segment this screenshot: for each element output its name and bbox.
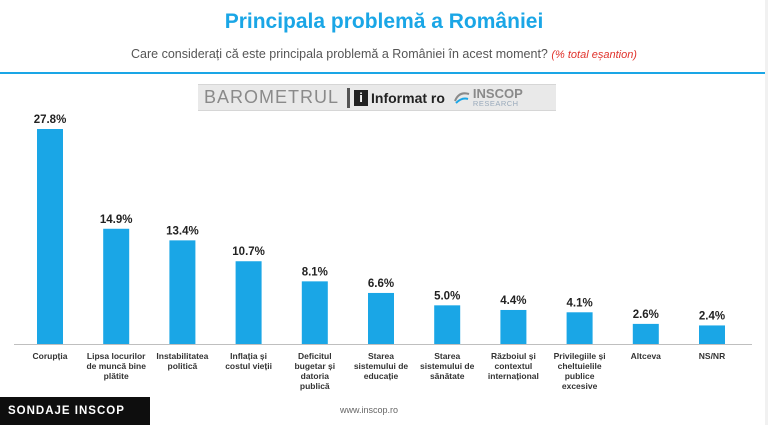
category-label-line: de muncă bine — [86, 361, 146, 371]
banner-separator — [347, 87, 351, 108]
category-label-line: politică — [168, 361, 198, 371]
category-label: Inflația și costul vieții — [225, 351, 272, 371]
bar — [566, 312, 593, 344]
header-divider — [0, 72, 768, 74]
inscop-swirl-icon — [453, 91, 470, 104]
category-label-line: Războiul și — [491, 351, 536, 361]
category-label: NS/NR — [699, 351, 725, 361]
category-label-line: plătite — [104, 371, 129, 381]
data-label: 13.4% — [166, 225, 199, 237]
data-label: 5.0% — [434, 290, 460, 302]
data-label: 6.6% — [368, 278, 394, 290]
category-label-line: Starea — [368, 351, 394, 361]
subtitle-note: (% total eșantion) — [551, 49, 637, 61]
data-label: 4.4% — [500, 295, 526, 307]
category-label: Corupția — [33, 351, 68, 361]
data-label: 8.1% — [302, 266, 328, 278]
bar — [37, 129, 63, 344]
data-label: 2.4% — [699, 310, 725, 322]
category-label-line: costul vieții — [225, 361, 272, 371]
data-label: 2.6% — [633, 309, 659, 321]
bar — [699, 325, 725, 344]
data-label: 4.1% — [566, 297, 592, 309]
category-label-line: Inflația și — [230, 351, 267, 361]
category-label: Deficitul bugetar și datoria publică — [294, 351, 335, 391]
category-label-line: Lipsa locurilor — [87, 351, 146, 361]
data-label: 10.7% — [232, 246, 265, 258]
bar — [169, 240, 196, 344]
category-label: Privilegiile și cheltuielile publice excesi… — [554, 351, 606, 391]
category-label-line: sistemului de — [354, 361, 409, 371]
category-label-line: datoria — [301, 371, 330, 381]
inscop-sublabel: RESEARCH — [472, 99, 519, 109]
bar — [235, 261, 262, 344]
category-label-line: NS/NR — [699, 351, 725, 361]
category-label-line: sănătate — [430, 371, 465, 381]
data-label: 14.9% — [100, 214, 133, 226]
category-label-line: Privilegiile și — [554, 351, 606, 361]
bar — [103, 228, 130, 344]
footer-url: www.inscop.ro — [340, 405, 399, 415]
bar — [500, 309, 527, 344]
bar — [368, 292, 394, 344]
category-label-line: Altceva — [631, 351, 662, 361]
category-label-line: publică — [300, 381, 330, 391]
barometer-label: BAROMETRUL — [204, 87, 340, 107]
category-label-line: Starea — [434, 351, 460, 361]
category-label: Starea sistemului de sănătate — [420, 351, 475, 381]
footer-brand: SONDAJE INSCOP — [0, 397, 150, 425]
inscop-label: INSCOP — [472, 86, 523, 102]
category-label-line: bugetar și — [294, 361, 335, 371]
category-label: Lipsa locurilor de muncă bine plătite — [86, 351, 146, 381]
category-label-line: cheltuielile — [558, 361, 602, 371]
category-label-line: educație — [364, 371, 399, 381]
category-label-line: sistemului de — [420, 361, 475, 371]
category-label-line: contextul — [495, 361, 533, 371]
category-label-line: Corupția — [33, 351, 68, 361]
category-label-line: Deficitul — [298, 351, 332, 361]
category-label-line: internațional — [488, 371, 539, 381]
page-edge — [765, 0, 768, 425]
subtitle-question: Care considerați că este principala prob… — [131, 47, 548, 61]
category-label: Starea sistemului de educație — [354, 351, 409, 381]
data-label: 27.8% — [34, 114, 67, 126]
bar — [434, 305, 461, 344]
category-label-line: excesive — [562, 381, 598, 391]
category-label: Războiul și contextul internațional — [488, 351, 539, 381]
chart-title: Principala problemă a României — [224, 10, 544, 33]
informat-logo-icon: i — [354, 89, 369, 106]
category-label-line: Instabilitatea — [156, 351, 208, 361]
bar — [632, 323, 659, 344]
category-label: Instabilitatea politică — [156, 351, 208, 371]
sponsor-banner: BAROMETRUL i Informat ro INSCOP RESEARCH — [198, 84, 556, 111]
category-label: Altceva — [631, 351, 662, 361]
inscop-logo: INSCOP RESEARCH — [453, 87, 523, 108]
bar — [301, 281, 328, 344]
informat-label: Informat ro — [371, 89, 445, 106]
chart-subtitle: Care considerați că este principala prob… — [0, 47, 768, 61]
category-label-line: publice — [565, 371, 595, 381]
